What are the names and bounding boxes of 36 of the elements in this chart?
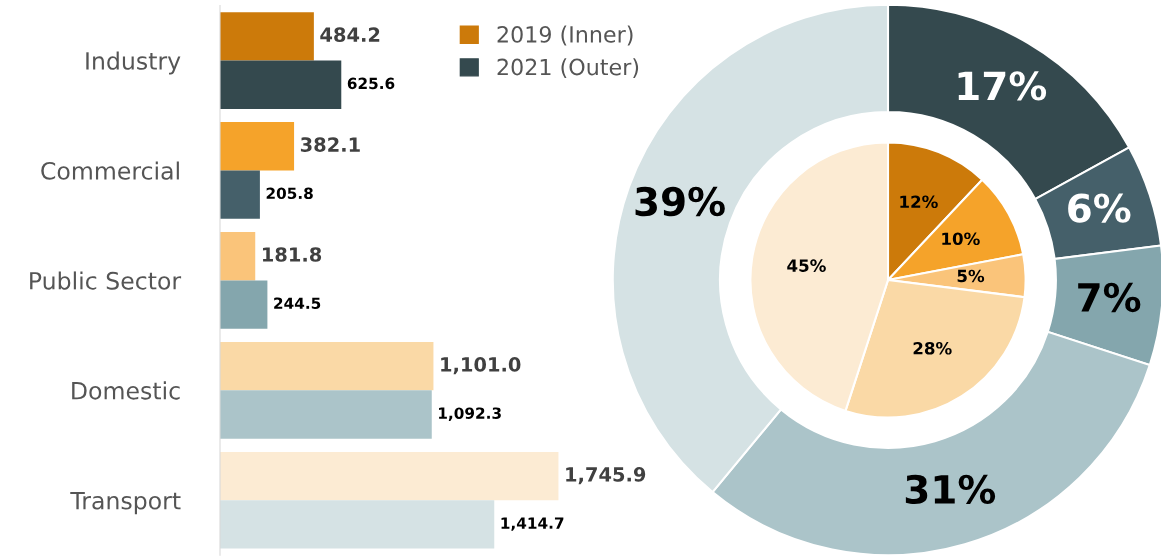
legend-label: 2019 (Inner) [497,25,633,46]
data-label: 1,101.0 [441,357,521,375]
y-tick-label: Public Sector [30,271,182,290]
bar [220,170,260,219]
data-label: 1,092.3 [439,407,501,421]
data-label: 39% [635,186,725,217]
data-label: 382.1 [300,137,360,152]
data-label: 1,745.9 [566,467,646,485]
y-tick-label: Domestic [72,381,180,400]
data-label: 45% [787,259,826,272]
data-label: 205.8 [266,187,313,200]
data-label: 12% [900,195,938,209]
data-label: 1,414.7 [501,517,564,531]
bar [220,122,295,171]
data-label: 244.5 [274,297,321,310]
bar [220,451,559,501]
legend-label: 2021 (Outer) [497,58,639,79]
bar [220,12,314,61]
data-label: 31% [905,474,996,505]
data-label: 7% [1078,282,1141,313]
data-label: 28% [913,341,952,355]
y-tick-label: Commercial [41,161,179,180]
data-label: 5% [957,269,985,283]
data-label: 181.8 [262,247,322,262]
bar [220,341,434,391]
data-label: 625.6 [347,77,395,90]
data-label: 6% [1068,193,1131,223]
data-label: 484.2 [320,27,380,42]
y-tick-label: Transport [70,492,181,515]
data-label: 17% [958,71,1047,101]
bar [220,390,432,439]
bar [220,280,268,329]
data-label: 10% [942,232,980,246]
bar [220,60,342,109]
y-tick-label: Industry [86,51,181,75]
bar [220,232,256,281]
